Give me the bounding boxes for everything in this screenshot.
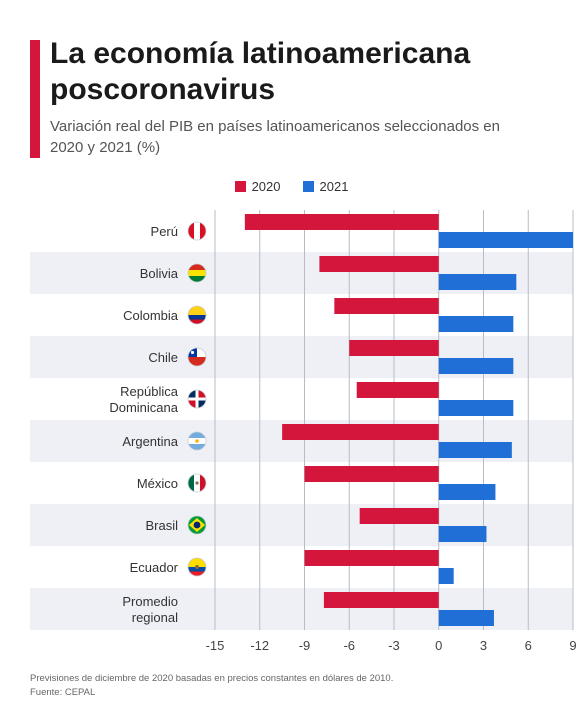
bar-2021-republica-dominicana — [438, 400, 514, 416]
category-label-chile: Chile — [148, 350, 178, 365]
footnote-note: Previsiones de diciembre de 2020 basadas… — [30, 673, 394, 684]
mexico-flag-icon — [187, 473, 207, 493]
category-label-bolivia: Bolivia — [140, 266, 179, 281]
bolivia-flag-icon — [187, 263, 207, 283]
bar-2021-ecuador — [438, 568, 454, 584]
argentina-flag-icon — [187, 431, 207, 451]
legend-swatch-2021 — [302, 180, 314, 192]
x-tick-label: 6 — [525, 638, 532, 653]
x-tick-label: -15 — [206, 638, 225, 653]
legend-swatch-2020 — [234, 180, 246, 192]
ecuador-flag-icon — [187, 557, 207, 577]
bar-2021-peru — [438, 232, 573, 248]
x-tick-label: 9 — [569, 638, 576, 653]
title-accent-bar — [30, 40, 40, 158]
category-label-colombia: Colombia — [123, 308, 179, 323]
bar-2021-bolivia — [438, 274, 517, 290]
x-tick-label: 0 — [435, 638, 442, 653]
colombia-flag-icon — [187, 305, 207, 325]
page-title: La economía latinoamericana poscoronavir… — [50, 37, 471, 106]
bar-2020-bolivia — [319, 256, 439, 272]
page-subtitle: Variación real del PIB en países latinoa… — [50, 118, 500, 156]
category-label-mexico: México — [137, 476, 178, 491]
category-label-argentina: Argentina — [122, 434, 178, 449]
x-tick-label: -6 — [343, 638, 355, 653]
bar-2020-promedio-regional — [323, 592, 439, 608]
dominican-republic-flag-icon — [187, 389, 207, 409]
bar-2020-republica-dominicana — [356, 382, 439, 398]
bar-2020-peru — [244, 214, 439, 230]
gdp-bar-chart: Perú Bolivia Colombia Chile República Dominic… — [30, 210, 577, 653]
bar-2021-mexico — [438, 484, 496, 500]
legend-item-2020: 2020 — [234, 177, 281, 195]
bar-2020-chile — [349, 340, 439, 356]
bar-2020-argentina — [282, 424, 439, 440]
bar-2021-brasil — [438, 526, 487, 542]
category-label-ecuador: Ecuador — [130, 560, 179, 575]
peru-flag-icon — [187, 221, 207, 241]
bar-2021-chile — [438, 358, 514, 374]
x-tick-label: -3 — [388, 638, 400, 653]
chile-flag-icon — [187, 347, 207, 367]
bar-2020-colombia — [334, 298, 439, 314]
footnote-source: Fuente: CEPAL — [30, 687, 96, 698]
row-band — [30, 504, 573, 546]
x-tick-label: -12 — [250, 638, 269, 653]
legend-label-2021: 2021 — [319, 178, 349, 194]
category-label-promedio-regional: Promedio regional — [122, 594, 178, 625]
bar-2020-mexico — [304, 466, 439, 482]
bar-2021-promedio-regional — [438, 610, 494, 626]
chart-footnote: Previsiones de diciembre de 2020 basadas… — [30, 672, 575, 700]
bar-2021-colombia — [438, 316, 514, 332]
x-tick-label: -9 — [299, 638, 311, 653]
bar-2020-brasil — [359, 508, 439, 524]
chart-legend: 2020 2021 — [0, 177, 583, 195]
category-label-republica-dominicana: República Dominicana — [109, 384, 178, 415]
legend-item-2021: 2021 — [302, 177, 349, 195]
category-label-brasil: Brasil — [145, 518, 178, 533]
bar-2021-argentina — [438, 442, 512, 458]
category-label-peru: Perú — [151, 224, 178, 239]
bar-2020-ecuador — [304, 550, 439, 566]
legend-label-2020: 2020 — [251, 178, 281, 194]
brazil-flag-icon — [187, 515, 207, 535]
x-tick-label: 3 — [480, 638, 487, 653]
